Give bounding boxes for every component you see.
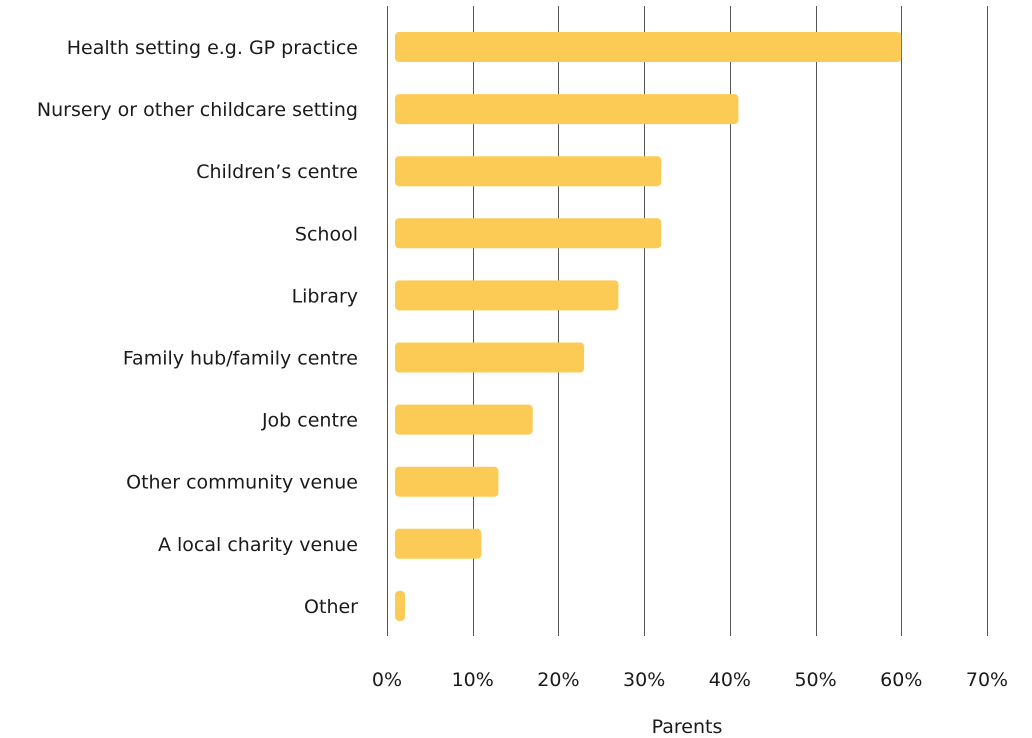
bar xyxy=(395,156,662,187)
bar xyxy=(395,590,405,621)
category-label: Children’s centre xyxy=(196,161,358,183)
bar xyxy=(395,404,533,435)
x-tick-label: 10% xyxy=(452,669,494,691)
x-tick-label: 50% xyxy=(794,669,836,691)
x-tick-label: 40% xyxy=(709,669,751,691)
bar xyxy=(395,280,619,311)
x-axis-title: Parents xyxy=(652,716,723,738)
bar xyxy=(395,342,585,373)
category-label: Library xyxy=(292,285,358,307)
x-tick-labels: 0% 10% 20% 30% 40% 50% 60% 70% xyxy=(372,669,1008,691)
category-label: School xyxy=(295,223,358,245)
category-label: Other community venue xyxy=(126,472,358,494)
category-label: Other xyxy=(304,596,358,618)
x-tick-label: 0% xyxy=(372,669,402,691)
x-tick-label: 20% xyxy=(537,669,579,691)
x-tick-label: 70% xyxy=(966,669,1008,691)
bar xyxy=(395,94,739,125)
x-tick-label: 60% xyxy=(880,669,922,691)
category-label: Health setting e.g. GP practice xyxy=(67,37,358,59)
bar xyxy=(395,32,902,62)
bar xyxy=(395,218,662,249)
bar xyxy=(395,528,482,559)
bars xyxy=(395,32,902,621)
bar xyxy=(395,466,499,497)
category-label: Nursery or other childcare setting xyxy=(37,99,358,121)
category-label: Job centre xyxy=(261,410,358,432)
category-label: A local charity venue xyxy=(158,534,358,556)
category-label: Family hub/family centre xyxy=(123,348,358,370)
category-labels: Health setting e.g. GP practice Nursery o… xyxy=(37,37,358,618)
x-tick-label: 30% xyxy=(623,669,665,691)
